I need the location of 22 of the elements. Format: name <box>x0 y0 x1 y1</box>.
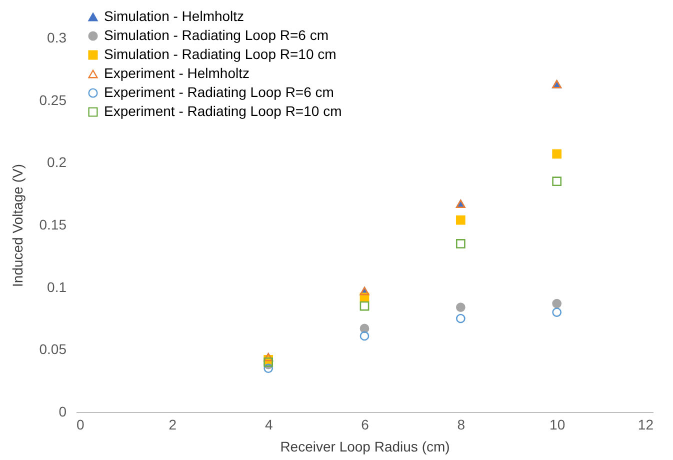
y-tick-label: 0.15 <box>39 216 67 232</box>
y-tick-label: 0.2 <box>47 154 67 170</box>
y-tick-label: 0.05 <box>39 341 67 358</box>
y-tick-label: 0 <box>58 404 67 420</box>
y-tick-label: 0.3 <box>47 30 67 46</box>
x-tick-label: 12 <box>638 416 654 432</box>
x-axis-title: Receiver Loop Radius (cm) <box>280 438 450 454</box>
x-tick-label: 4 <box>264 416 273 432</box>
x-tick-label: 6 <box>361 416 370 432</box>
x-tick-label: 0 <box>76 416 84 432</box>
legend-label: Simulation - Radiating Loop R=6 cm <box>104 27 329 43</box>
x-tick-label: 10 <box>550 416 566 432</box>
legend-label: Experiment - Radiating Loop R=6 cm <box>104 84 334 100</box>
legend-label: Experiment - Helmholtz <box>104 65 250 81</box>
y-axis-title: Induced Voltage (V) <box>9 164 26 287</box>
x-tick-label: 2 <box>168 416 177 432</box>
y-tick-label: 0.25 <box>39 92 67 108</box>
x-tick-label: 8 <box>457 416 466 432</box>
legend-label: Simulation - Helmholtz <box>104 8 244 24</box>
y-tick-label: 0.1 <box>47 278 67 295</box>
legend-label: Experiment - Radiating Loop R=10 cm <box>104 103 342 119</box>
legend-label: Simulation - Radiating Loop R=10 cm <box>104 46 336 62</box>
